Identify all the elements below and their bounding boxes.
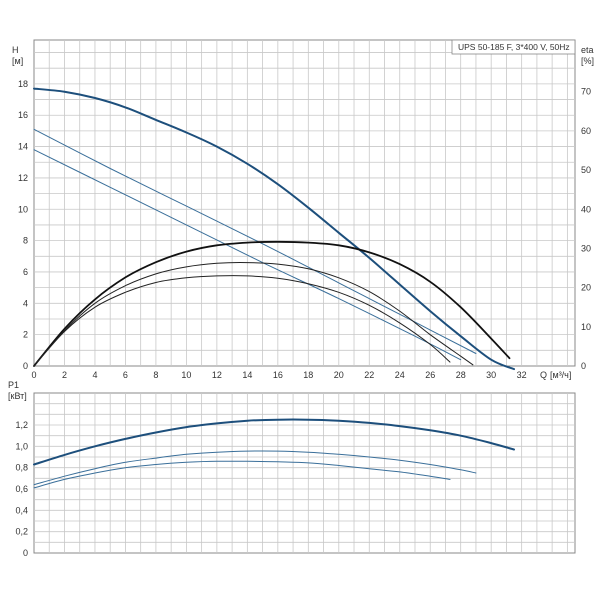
y2-tick-label: 60 (581, 126, 591, 136)
x-tick-label: 12 (212, 370, 222, 380)
title-box (451, 39, 576, 55)
x-tick-label: 30 (486, 370, 496, 380)
power-curve-1 (33, 450, 477, 486)
x-tick-label: 32 (517, 370, 527, 380)
p1-tick-label: 0 (23, 548, 28, 558)
p1-tick-label: 0,6 (15, 484, 28, 494)
y2-axis-unit: [%] (581, 56, 594, 66)
y-tick-label: 16 (18, 110, 28, 120)
y-tick-label: 18 (18, 79, 28, 89)
efficiency-curve-4 (33, 262, 474, 367)
x-tick-label: 8 (153, 370, 158, 380)
x-tick-label: 14 (242, 370, 252, 380)
x-tick-label: 20 (334, 370, 344, 380)
x-tick-label: 0 (31, 370, 36, 380)
power-curve-2 (33, 460, 451, 489)
x-tick-label: 26 (425, 370, 435, 380)
y-tick-label: 12 (18, 173, 28, 183)
x-tick-label: 24 (395, 370, 405, 380)
chart-title: UPS 50-185 F, 3*400 V, 50Hz (458, 42, 570, 52)
p1-tick-label: 0,8 (15, 463, 28, 473)
y2-tick-label: 0 (581, 361, 586, 371)
top-plot-frame (33, 39, 576, 367)
x-axis-unit: [м³/ч] (550, 370, 571, 380)
x-tick-label: 6 (123, 370, 128, 380)
y2-tick-label: 50 (581, 165, 591, 175)
y-tick-label: 0 (23, 361, 28, 371)
y2-tick-label: 40 (581, 204, 591, 214)
power-curve-0 (33, 418, 515, 466)
y2-tick-label: 10 (581, 322, 591, 332)
y2-axis-title: eta (581, 45, 594, 55)
bottom-plot-frame (33, 392, 576, 554)
y2-tick-label: 70 (581, 87, 591, 97)
x-tick-label: 16 (273, 370, 283, 380)
p1-axis-title: P1 (8, 380, 19, 390)
y-tick-label: 4 (23, 298, 28, 308)
y-axis-unit: [м] (12, 56, 23, 66)
efficiency-curve-3 (33, 240, 511, 367)
y-axis-title: H (12, 45, 19, 55)
head-curve-1 (33, 128, 477, 354)
y2-tick-label: 30 (581, 243, 591, 253)
x-tick-label: 28 (456, 370, 466, 380)
efficiency-curve-5 (33, 275, 451, 367)
y-tick-label: 14 (18, 142, 28, 152)
x-axis-title: Q (540, 370, 547, 380)
x-tick-label: 2 (62, 370, 67, 380)
x-tick-label: 4 (92, 370, 97, 380)
p1-tick-label: 1,2 (15, 420, 28, 430)
p1-tick-label: 0,2 (15, 527, 28, 537)
x-tick-label: 18 (303, 370, 313, 380)
x-tick-label: 10 (181, 370, 191, 380)
p1-axis-unit: [кВт] (8, 391, 27, 401)
y-tick-label: 6 (23, 267, 28, 277)
p1-tick-label: 1,0 (15, 441, 28, 451)
y-tick-label: 10 (18, 204, 28, 214)
x-tick-label: 22 (364, 370, 374, 380)
y2-tick-label: 20 (581, 283, 591, 293)
p1-tick-label: 0,4 (15, 505, 28, 515)
head-curve-0 (33, 87, 515, 371)
y-tick-label: 8 (23, 236, 28, 246)
y-tick-label: 2 (23, 330, 28, 340)
